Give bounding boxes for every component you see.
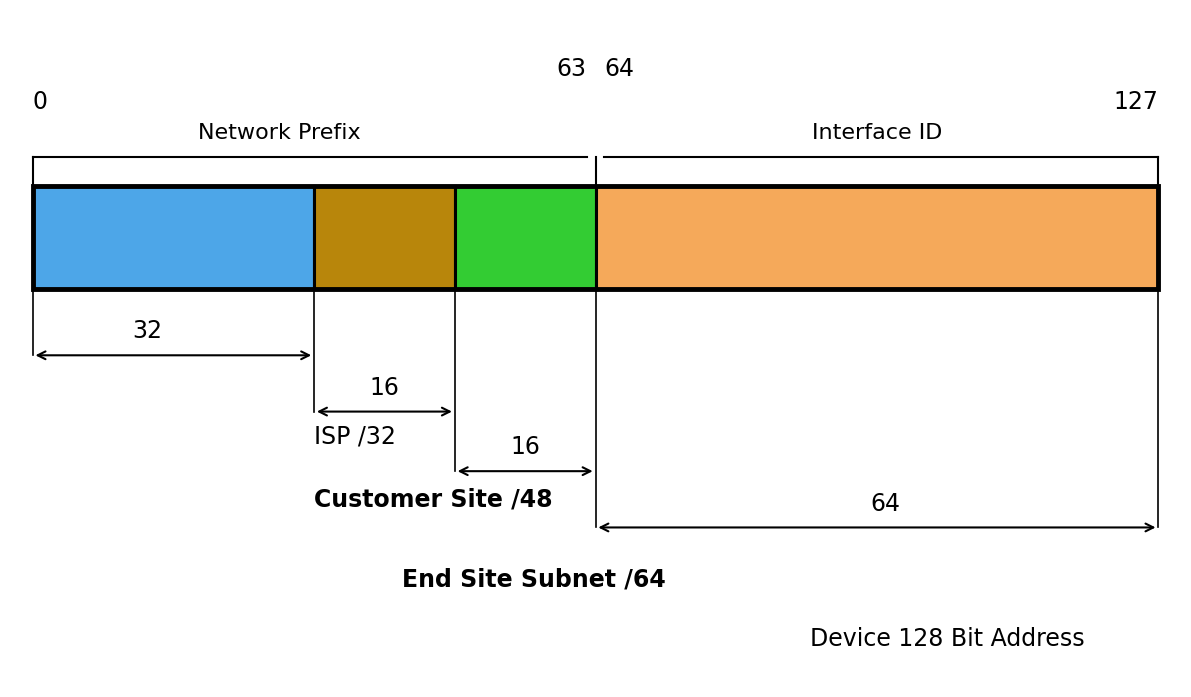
Bar	[32, 186, 1159, 289]
Text: 16: 16	[510, 435, 540, 459]
Bar	[596, 186, 1159, 289]
Text: ISP /32: ISP /32	[314, 424, 395, 449]
Text: Network Prefix: Network Prefix	[198, 123, 360, 144]
Text: 64: 64	[604, 56, 635, 80]
Text: 0: 0	[32, 90, 48, 114]
Text: Customer Site /48: Customer Site /48	[314, 488, 553, 512]
Bar	[314, 186, 455, 289]
Text: 63: 63	[556, 56, 587, 80]
Text: Interface ID: Interface ID	[812, 123, 942, 144]
Text: End Site Subnet /64: End Site Subnet /64	[403, 567, 666, 591]
Text: 127: 127	[1114, 90, 1159, 114]
Text: 16: 16	[369, 376, 399, 399]
Text: 64: 64	[871, 491, 900, 516]
Text: 32: 32	[132, 319, 162, 344]
Bar	[32, 186, 314, 289]
Bar	[455, 186, 596, 289]
Text: Device 128 Bit Address: Device 128 Bit Address	[810, 627, 1085, 651]
